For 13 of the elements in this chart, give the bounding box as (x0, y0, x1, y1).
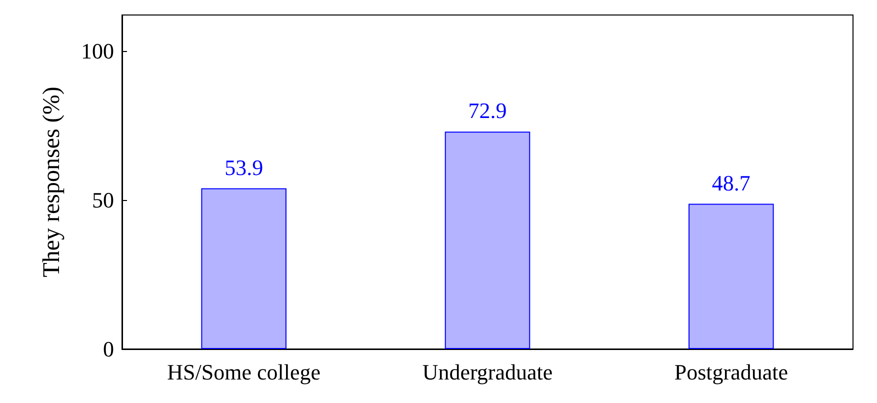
data-label: 48.7 (712, 170, 750, 196)
y-axis-title: They responses (%) (39, 86, 65, 278)
y-tick-label: 0 (103, 336, 114, 362)
bar (444, 132, 530, 349)
x-tick-label: Postgraduate (674, 360, 788, 384)
y-tick-label: 100 (81, 38, 114, 64)
bar (688, 204, 774, 349)
y-tick-label: 50 (92, 187, 114, 212)
x-tick-label: Undergraduate (422, 360, 553, 384)
x-tick-label: HS/Some college (167, 360, 321, 384)
data-label: 72.9 (468, 98, 507, 124)
data-label: 53.9 (224, 154, 264, 180)
bar (201, 188, 286, 349)
